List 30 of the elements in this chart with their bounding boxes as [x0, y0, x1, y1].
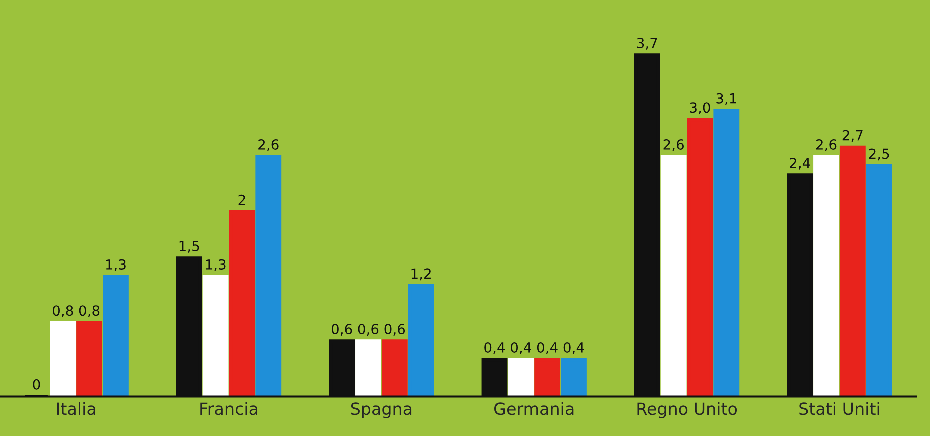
- data-label: 3,7: [637, 38, 658, 50]
- data-label: 3,1: [716, 93, 736, 106]
- data-label: 2: [238, 194, 246, 206]
- data-label: 0,8: [53, 306, 74, 318]
- data-label: 0,6: [332, 324, 352, 336]
- data-label: 0,4: [484, 342, 506, 354]
- data-label: 0,4: [537, 342, 558, 354]
- data-label: 2,6: [258, 139, 279, 152]
- x-tick-label: Regno Unito: [638, 402, 738, 418]
- x-tick-label: Spagna: [351, 402, 412, 418]
- data-label: 2,7: [842, 130, 863, 142]
- x-tick-label: Italia: [57, 402, 96, 416]
- data-label: 0,8: [79, 306, 100, 318]
- data-label: 2,6: [816, 139, 837, 152]
- data-label: 0: [33, 379, 40, 390]
- data-label: 2,4: [790, 158, 810, 170]
- data-label: 0,4: [511, 342, 532, 354]
- x-tick-label: Germania: [494, 402, 574, 416]
- data-label: 2,5: [869, 148, 890, 161]
- data-label: 1,3: [206, 259, 226, 272]
- data-label: 1,2: [412, 268, 431, 281]
- x-tick-label: Francia: [200, 402, 258, 416]
- data-label: 0,6: [358, 324, 379, 336]
- data-label: 2,6: [664, 139, 684, 152]
- data-label: 1,5: [180, 241, 200, 253]
- data-label: 3,0: [690, 102, 710, 115]
- data-label: 0,4: [564, 342, 584, 354]
- data-label: 1,3: [106, 259, 126, 272]
- data-label: 0,6: [384, 324, 406, 336]
- x-tick-label: Stati Uniti: [800, 402, 880, 416]
